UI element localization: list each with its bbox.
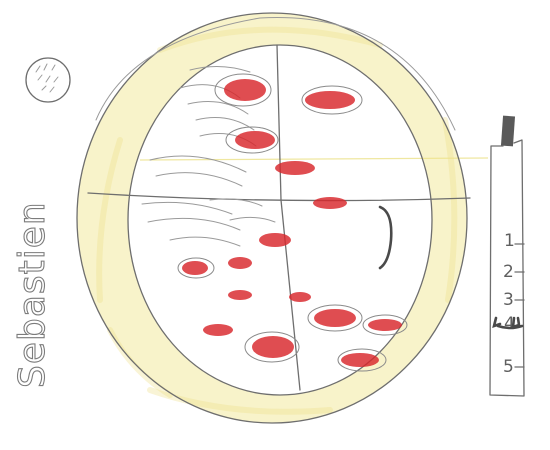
pepperoni-slice	[341, 353, 379, 367]
pepperoni-slice	[368, 319, 402, 331]
scale-mark-scribble	[492, 316, 524, 330]
rating-scale: 1 2 3 4 5	[489, 115, 525, 397]
pepperoni-slice	[259, 233, 291, 247]
pepperoni-slice	[313, 197, 347, 209]
pepperoni-slice	[252, 336, 294, 358]
pepperoni-slice	[289, 292, 311, 302]
pepperoni-slice	[228, 257, 252, 269]
signature-name: Sebastien	[12, 201, 53, 388]
pepperoni-slice	[182, 261, 208, 275]
scale-label-4: 4	[504, 314, 515, 334]
small-circle-doodle	[25, 57, 71, 103]
pepperoni-slice	[305, 91, 355, 109]
pepperoni-slice	[275, 161, 315, 175]
scale-top-tab	[500, 115, 516, 147]
pepperoni-slice	[224, 79, 266, 101]
scale-label-3: 3	[503, 290, 514, 310]
pizza-inner-edge	[127, 44, 433, 396]
scale-label-1: 1	[504, 231, 515, 251]
scale-label-2: 2	[503, 262, 514, 282]
pepperoni-group	[182, 79, 402, 367]
pizza-crust	[76, 12, 468, 424]
pepperoni-slice	[314, 309, 356, 327]
pizza-cut-vertical	[276, 44, 301, 391]
faint-yellow-line	[139, 157, 489, 161]
olive-mark	[378, 205, 393, 270]
pepperoni-slice	[228, 290, 252, 300]
pizza-cut-horizontal	[87, 192, 471, 202]
pepperoni-slice	[235, 131, 275, 149]
pepperoni-outlines	[177, 73, 408, 372]
pepperoni-slice	[203, 324, 233, 336]
scale-label-5: 5	[503, 357, 514, 377]
